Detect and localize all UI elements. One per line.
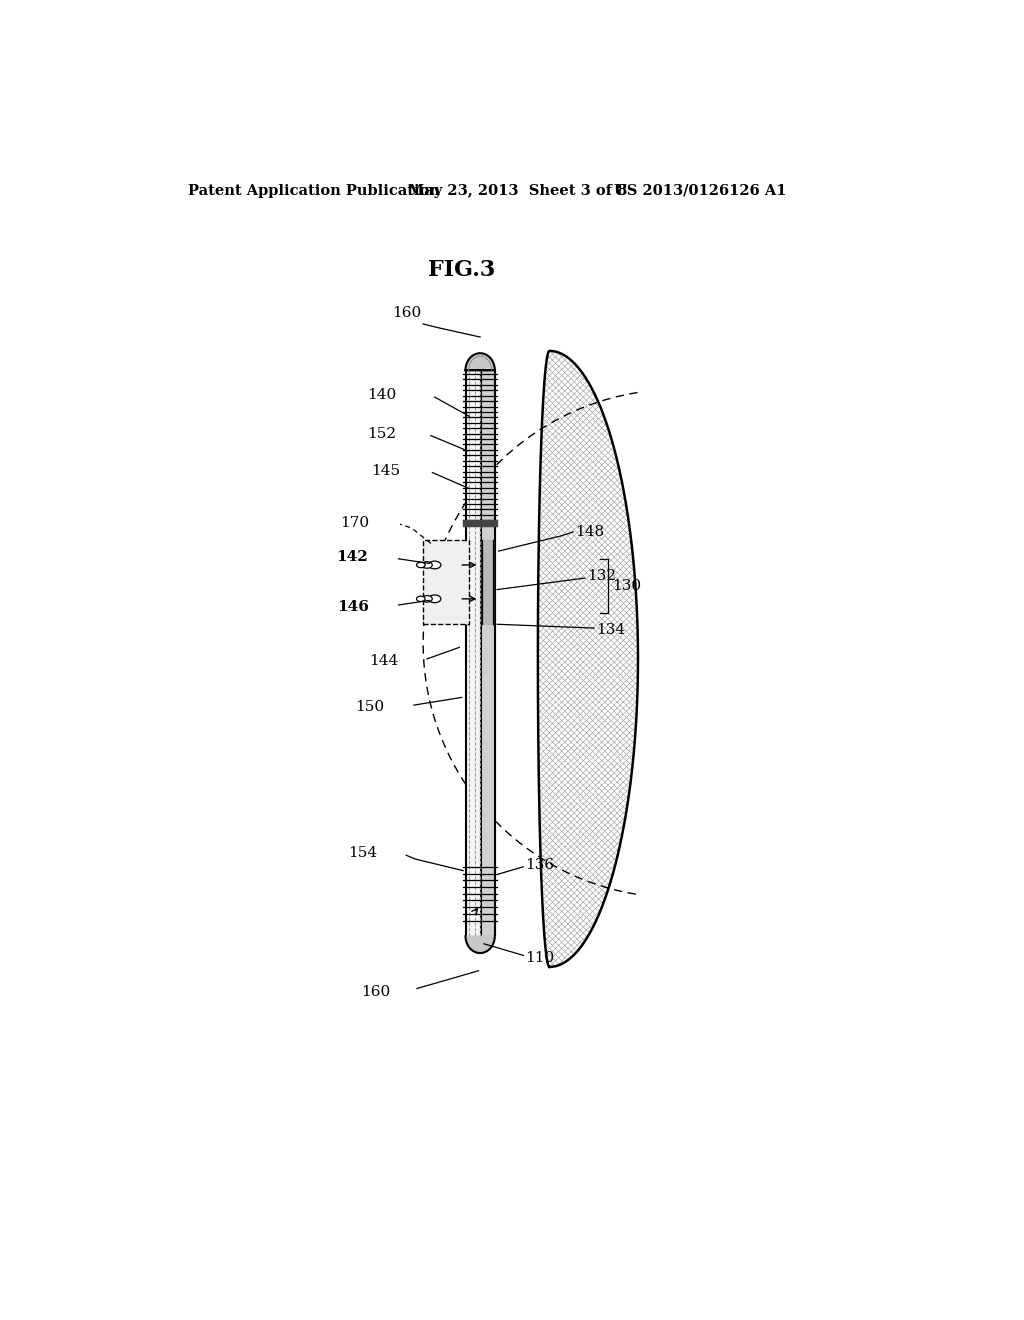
Text: 130: 130 <box>611 578 641 593</box>
Text: 152: 152 <box>367 428 396 441</box>
Text: FIG.3: FIG.3 <box>428 259 496 281</box>
Text: 132: 132 <box>587 569 616 582</box>
Text: 110: 110 <box>524 950 554 965</box>
Bar <box>423 540 469 624</box>
Text: US 2013/0126126 A1: US 2013/0126126 A1 <box>614 183 786 198</box>
Ellipse shape <box>417 597 425 602</box>
Text: Patent Application Publication: Patent Application Publication <box>188 183 440 198</box>
Ellipse shape <box>422 562 432 568</box>
Text: 160: 160 <box>361 985 391 998</box>
Text: 142: 142 <box>336 550 368 564</box>
Text: 146: 146 <box>337 599 370 614</box>
Text: 170: 170 <box>340 516 370 529</box>
Text: 154: 154 <box>348 846 377 859</box>
Ellipse shape <box>417 562 425 568</box>
Text: 145: 145 <box>371 465 400 478</box>
Text: 140: 140 <box>367 388 396 401</box>
Polygon shape <box>466 354 495 370</box>
Text: 160: 160 <box>392 306 422 321</box>
Ellipse shape <box>429 561 441 569</box>
Text: 148: 148 <box>575 525 605 539</box>
Text: 144: 144 <box>370 655 398 668</box>
Ellipse shape <box>429 595 441 603</box>
Polygon shape <box>466 936 495 953</box>
Ellipse shape <box>422 595 432 602</box>
Text: 136: 136 <box>525 858 555 873</box>
Text: May 23, 2013  Sheet 3 of 8: May 23, 2013 Sheet 3 of 8 <box>408 183 627 198</box>
Polygon shape <box>538 351 638 966</box>
Text: 150: 150 <box>355 700 385 714</box>
Text: 134: 134 <box>596 623 626 636</box>
